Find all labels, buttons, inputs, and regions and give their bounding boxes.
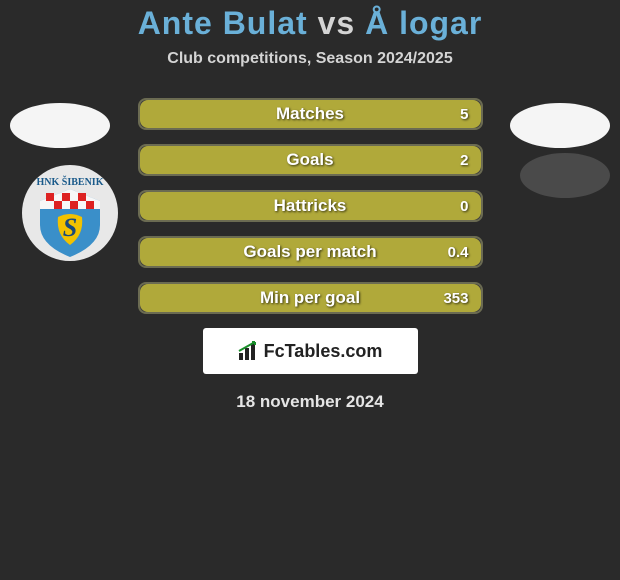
player2-name: Å logar xyxy=(365,5,482,41)
stat-label: Hattricks xyxy=(140,196,481,216)
stats-rows: Matches5Goals2Hattricks0Goals per match0… xyxy=(138,98,483,314)
stat-row: Goals per match0.4 xyxy=(138,236,483,268)
stat-label: Goals per match xyxy=(140,242,481,262)
site-logo: FcTables.com xyxy=(238,341,383,362)
comparison-card: Ante Bulat vs Å logar Club competitions,… xyxy=(0,0,620,412)
player1-name: Ante Bulat xyxy=(138,5,308,41)
player1-avatar xyxy=(10,103,110,148)
site-logo-text: FcTables.com xyxy=(264,341,383,362)
date-text: 18 november 2024 xyxy=(0,392,620,412)
subtitle: Club competitions, Season 2024/2025 xyxy=(0,50,620,68)
stat-value: 353 xyxy=(443,290,468,307)
site-logo-box: FcTables.com xyxy=(203,328,418,374)
stat-label: Min per goal xyxy=(140,288,481,308)
stat-label: Matches xyxy=(140,104,481,124)
stat-label: Goals xyxy=(140,150,481,170)
stat-value: 0 xyxy=(460,198,468,215)
stat-row: Matches5 xyxy=(138,98,483,130)
stat-value: 0.4 xyxy=(448,244,469,261)
bars-icon xyxy=(238,341,260,361)
svg-text:S: S xyxy=(63,213,77,242)
player2-club-placeholder xyxy=(520,153,610,198)
player2-avatar xyxy=(510,103,610,148)
page-title: Ante Bulat vs Å logar xyxy=(0,5,620,42)
stat-value: 2 xyxy=(460,152,468,169)
svg-text:HNK ŠIBENIK: HNK ŠIBENIK xyxy=(37,175,104,188)
shield-icon: HNK ŠIBENIK S xyxy=(20,163,120,263)
stat-row: Hattricks0 xyxy=(138,190,483,222)
stat-value: 5 xyxy=(460,106,468,123)
stat-row: Goals2 xyxy=(138,144,483,176)
player1-club-badge: HNK ŠIBENIK S xyxy=(20,163,120,263)
stat-row: Min per goal353 xyxy=(138,282,483,314)
vs-separator: vs xyxy=(308,5,365,41)
body-area: HNK ŠIBENIK S Matches5 Goals2 Hattricks0 Go… xyxy=(0,98,620,412)
